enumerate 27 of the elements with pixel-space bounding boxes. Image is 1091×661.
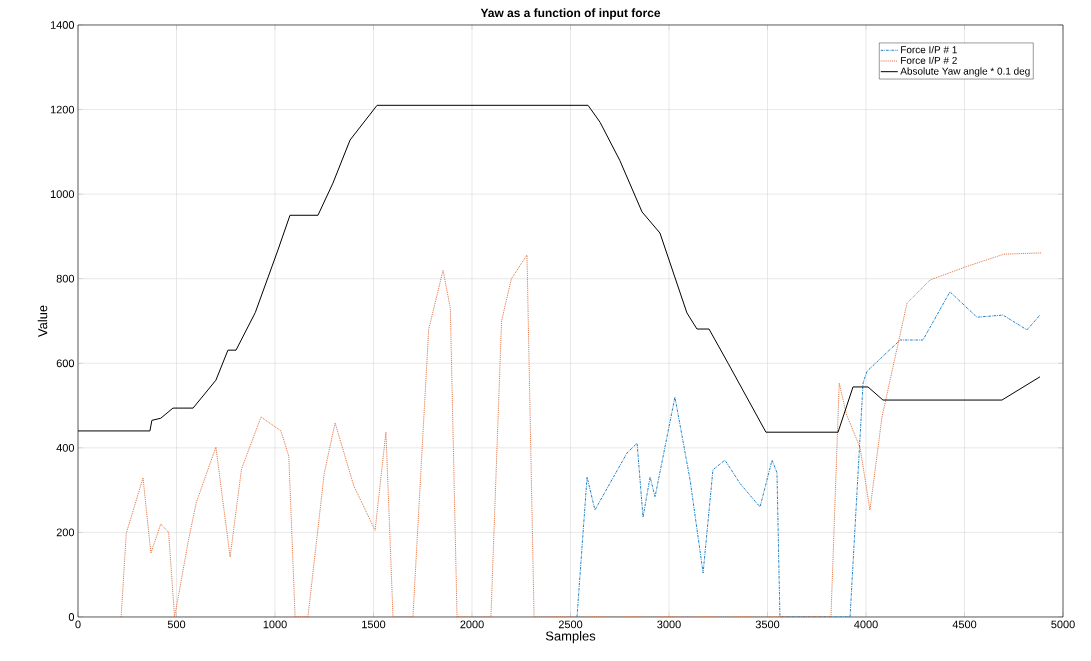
y-tick-label: 1400: [50, 21, 75, 29]
y-tick-label: 0: [68, 613, 75, 621]
x-tick-label: 500: [167, 620, 186, 629]
y-tick-label: 600: [56, 359, 75, 368]
y-tick-label: 1000: [50, 190, 75, 199]
y-tick-label: 400: [56, 443, 75, 452]
x-axis-title: Samples: [545, 631, 596, 644]
x-tick-label: 0: [75, 620, 81, 629]
x-tick-label: 2500: [558, 620, 583, 629]
y-tick-label: 200: [56, 528, 75, 537]
x-tick-label: 1000: [263, 620, 287, 629]
legend-label: Force I/P # 2: [901, 56, 957, 64]
x-tick-label: 2000: [460, 620, 484, 629]
x-tick-label: 3500: [755, 620, 780, 629]
line-series: [120, 252, 1042, 617]
legend-label: Absolute Yaw angle * 0.1 deg: [900, 67, 1030, 77]
y-tick-label: 800: [56, 274, 75, 283]
y-axis-title: Value: [37, 305, 48, 337]
y-tick-label: 1200: [50, 105, 75, 114]
x-tick-label: 1500: [362, 620, 386, 629]
x-tick-label: 4500: [952, 620, 977, 629]
x-tick-label: 4000: [854, 620, 878, 629]
x-tick-label: 5000: [1051, 620, 1075, 629]
legend-label: Force I/P # 1: [901, 45, 957, 54]
chart-title: Yaw as a function of input force: [480, 8, 661, 20]
line-series: [576, 291, 1041, 617]
x-tick-label: 3000: [657, 620, 681, 629]
